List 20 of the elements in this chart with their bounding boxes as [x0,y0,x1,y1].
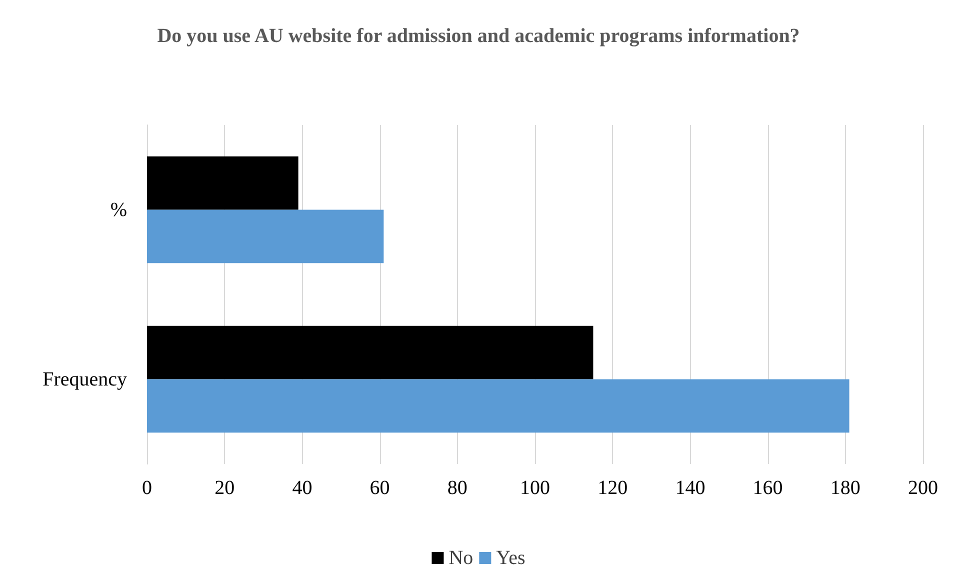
x-tick-label: 180 [830,477,860,499]
bar [147,379,850,433]
y-tick-label: Frequency [42,368,127,390]
x-tick-label: 40 [292,477,312,499]
x-tick-label: 80 [447,477,468,499]
x-tick-label: 20 [214,477,235,499]
x-tick-label: 100 [520,477,550,499]
x-tick-label: 200 [908,477,938,499]
bar [147,156,298,210]
legend-label: No [448,547,474,569]
chart-title: Do you use AU website for admission and academic programs information? [157,25,800,47]
y-tick-label: % [110,198,127,221]
legend-label: Yes [496,547,526,569]
x-tick-label: 60 [370,477,390,499]
x-tick-label: 120 [598,477,628,499]
bar [147,210,384,264]
x-tick-label: 0 [142,477,152,499]
x-tick-label: 160 [752,477,783,499]
bar [147,326,594,380]
x-tick-label: 140 [675,477,706,499]
